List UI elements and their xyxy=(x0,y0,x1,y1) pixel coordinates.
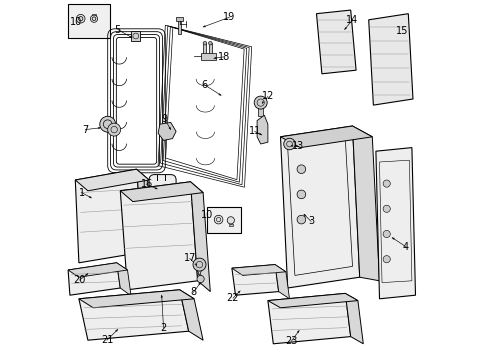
Polygon shape xyxy=(352,126,379,281)
Text: 18: 18 xyxy=(217,52,229,62)
Text: 3: 3 xyxy=(307,216,313,226)
Circle shape xyxy=(296,190,305,199)
Circle shape xyxy=(76,14,85,23)
Circle shape xyxy=(382,230,389,238)
Polygon shape xyxy=(190,182,210,292)
Bar xyxy=(178,18,181,34)
Polygon shape xyxy=(75,169,149,191)
Text: 11: 11 xyxy=(248,126,260,136)
Polygon shape xyxy=(231,265,285,275)
Polygon shape xyxy=(131,31,140,41)
Polygon shape xyxy=(117,263,131,296)
Circle shape xyxy=(296,215,305,224)
Text: 22: 22 xyxy=(226,293,239,303)
Circle shape xyxy=(382,256,389,263)
Text: 10: 10 xyxy=(200,210,212,220)
Polygon shape xyxy=(280,126,371,148)
Circle shape xyxy=(208,41,212,45)
Text: 19: 19 xyxy=(223,12,235,22)
Text: 15: 15 xyxy=(395,26,407,36)
Polygon shape xyxy=(68,263,127,277)
Text: 13: 13 xyxy=(291,141,303,151)
Polygon shape xyxy=(231,265,278,295)
Bar xyxy=(208,43,211,54)
Polygon shape xyxy=(75,169,143,263)
Text: 7: 7 xyxy=(82,125,88,135)
Text: 23: 23 xyxy=(285,336,297,346)
Polygon shape xyxy=(158,122,176,140)
Circle shape xyxy=(227,217,234,224)
Circle shape xyxy=(254,96,266,109)
Bar xyxy=(228,224,232,226)
Polygon shape xyxy=(267,293,350,344)
Text: 10: 10 xyxy=(70,17,82,27)
Bar xyxy=(203,43,206,54)
Text: 20: 20 xyxy=(73,275,85,285)
Circle shape xyxy=(283,138,295,150)
Polygon shape xyxy=(345,293,363,344)
Text: 2: 2 xyxy=(160,323,166,333)
Circle shape xyxy=(382,180,389,187)
Circle shape xyxy=(296,165,305,174)
Polygon shape xyxy=(316,10,355,74)
Polygon shape xyxy=(120,182,197,290)
Polygon shape xyxy=(368,14,412,105)
Circle shape xyxy=(203,41,206,45)
Polygon shape xyxy=(120,182,203,202)
Text: 21: 21 xyxy=(101,335,113,345)
Text: 9: 9 xyxy=(161,114,167,124)
Circle shape xyxy=(197,274,201,279)
Bar xyxy=(92,14,96,16)
Bar xyxy=(68,4,109,38)
Bar xyxy=(201,53,215,60)
Circle shape xyxy=(193,258,205,271)
Bar xyxy=(176,17,182,21)
Polygon shape xyxy=(79,290,188,340)
Polygon shape xyxy=(375,148,415,299)
Polygon shape xyxy=(257,115,267,144)
Polygon shape xyxy=(136,169,156,263)
FancyBboxPatch shape xyxy=(149,175,176,198)
Text: 1: 1 xyxy=(79,188,85,198)
Polygon shape xyxy=(267,293,357,308)
Text: 5: 5 xyxy=(114,24,121,35)
Polygon shape xyxy=(68,263,120,295)
Text: 4: 4 xyxy=(402,242,408,252)
Polygon shape xyxy=(79,290,194,308)
Circle shape xyxy=(214,215,223,224)
Bar xyxy=(206,207,241,233)
Text: 6: 6 xyxy=(201,80,207,90)
Circle shape xyxy=(197,275,204,283)
Circle shape xyxy=(107,123,121,136)
Circle shape xyxy=(90,15,98,22)
Circle shape xyxy=(100,116,115,132)
Text: 12: 12 xyxy=(261,91,274,102)
Text: 8: 8 xyxy=(190,287,196,297)
Polygon shape xyxy=(179,290,203,340)
Circle shape xyxy=(382,205,389,212)
Polygon shape xyxy=(280,126,359,288)
Text: 17: 17 xyxy=(183,253,196,264)
Text: 14: 14 xyxy=(346,15,358,25)
Polygon shape xyxy=(275,265,289,299)
Bar xyxy=(258,106,263,116)
Text: 16: 16 xyxy=(140,179,152,189)
